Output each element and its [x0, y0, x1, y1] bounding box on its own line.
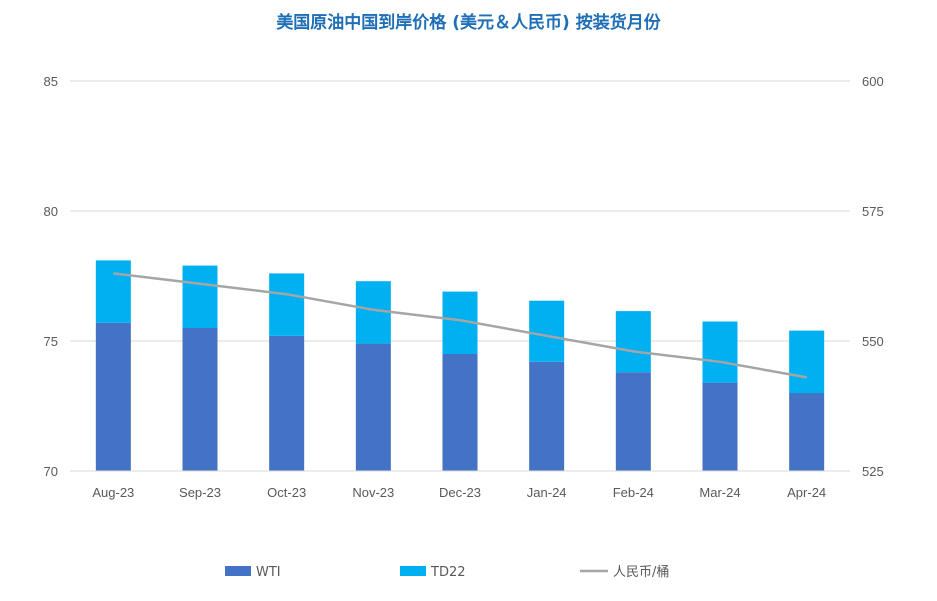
bar-wti: [789, 393, 825, 471]
y2-tick-label: 525: [862, 464, 884, 479]
bar-td22: [615, 311, 651, 373]
y-tick-label: 85: [44, 74, 58, 89]
series-line-cny: [113, 272, 807, 379]
legend-swatch: [225, 566, 251, 576]
bar-wti: [95, 322, 131, 471]
legend-label: 人民币/桶: [613, 565, 669, 580]
chart-title: 美国原油中国到岸价格 (美元＆人民币) 按装货月份: [276, 13, 661, 33]
bar-td22: [269, 273, 305, 336]
bar-td22: [702, 321, 738, 383]
bar-wti: [269, 335, 305, 471]
x-tick-label: Sep-23: [179, 485, 221, 500]
bar-td22: [529, 300, 565, 362]
bar-td22: [182, 265, 218, 328]
x-tick-label: Dec-23: [439, 485, 481, 500]
legend-swatch: [400, 566, 426, 576]
bar-td22: [789, 330, 825, 393]
bar-wti: [355, 343, 391, 471]
legend-label: WTI: [256, 565, 281, 580]
x-tick-label: Feb-24: [613, 485, 654, 500]
bar-td22: [95, 260, 131, 323]
x-tick-label: Mar-24: [699, 485, 740, 500]
bar-wti: [442, 354, 478, 471]
bar-wti: [182, 328, 218, 471]
y2-tick-label: 600: [862, 74, 884, 89]
x-tick-label: Oct-23: [267, 485, 306, 500]
x-tick-label: Apr-24: [787, 485, 826, 500]
bar-wti: [615, 372, 651, 471]
y-tick-label: 75: [44, 334, 58, 349]
x-tick-label: Jan-24: [527, 485, 567, 500]
y-tick-label: 80: [44, 204, 58, 219]
y2-tick-label: 575: [862, 204, 884, 219]
y2-tick-label: 550: [862, 334, 884, 349]
legend-label: TD22: [430, 565, 466, 580]
bar-wti: [529, 361, 565, 471]
x-tick-label: Nov-23: [352, 485, 394, 500]
x-tick-label: Aug-23: [92, 485, 134, 500]
bar-wti: [702, 382, 738, 471]
y-tick-label: 70: [44, 464, 58, 479]
